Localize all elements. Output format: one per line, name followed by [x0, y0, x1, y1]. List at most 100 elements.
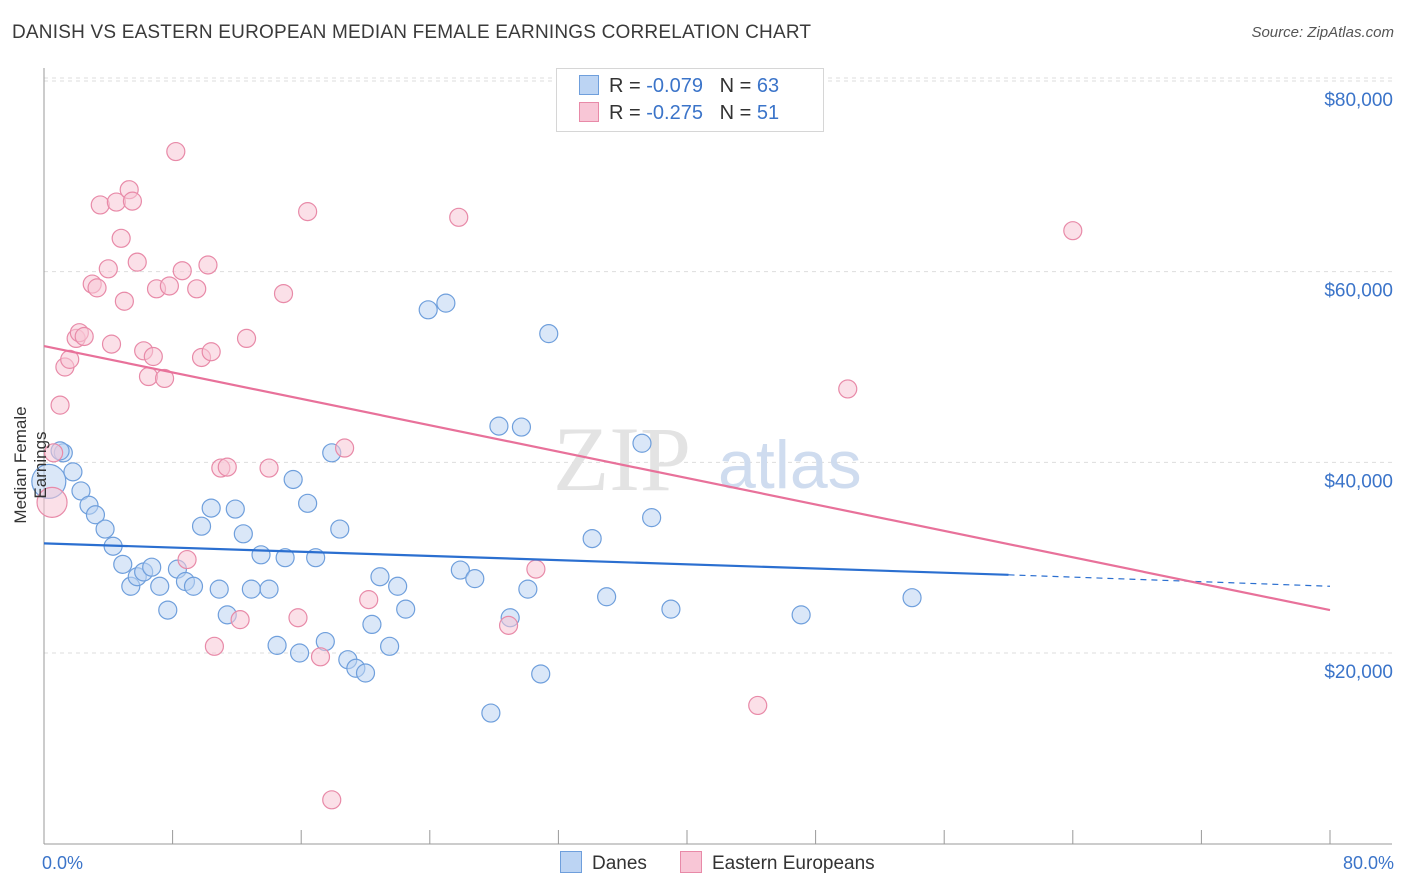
- eastern-point: [230, 610, 250, 630]
- eastern-swatch: [579, 102, 599, 122]
- eastern-point: [310, 647, 331, 667]
- y-tick-label-20000: $20,000: [1324, 662, 1393, 683]
- danes-point: [201, 498, 221, 518]
- legend-r-value-eastern: -0.275: [646, 102, 703, 124]
- legend-r-value-danes: -0.079: [646, 75, 703, 97]
- danes-point: [225, 499, 245, 519]
- danes-point: [209, 579, 229, 599]
- eastern-point: [122, 191, 143, 211]
- y-tick-label-40000: $40,000: [1324, 471, 1393, 492]
- correlation-legend: R = -0.079 N = 63 R = -0.275 N = 51: [556, 68, 824, 132]
- danes-point: [233, 524, 253, 544]
- danes-point: [380, 636, 400, 656]
- bottom-legend-eastern: Eastern Europeans: [680, 851, 875, 875]
- eastern-point: [198, 255, 218, 275]
- danes-point: [539, 324, 559, 344]
- eastern-point: [87, 278, 107, 298]
- danes-point: [283, 469, 303, 490]
- x-tick-label-max: 80.0%: [1342, 853, 1394, 873]
- eastern-point: [1063, 221, 1083, 241]
- danes-point: [63, 462, 83, 482]
- danes-point: [902, 588, 922, 608]
- danes-point: [251, 545, 271, 565]
- eastern-point: [838, 379, 858, 399]
- danes-point: [511, 417, 532, 437]
- eastern-point: [101, 334, 122, 354]
- eastern-point: [526, 559, 546, 579]
- danes-point: [289, 643, 310, 663]
- eastern-point: [449, 207, 469, 227]
- danes-point: [370, 567, 390, 587]
- eastern-point: [204, 636, 224, 656]
- eastern-point: [217, 457, 237, 477]
- y-axis-label: Median Female Earnings: [11, 406, 50, 524]
- eastern-point: [154, 368, 175, 389]
- eastern-trend-line: [43, 344, 1331, 612]
- danes-point: [150, 576, 170, 596]
- danes-point: [355, 663, 376, 683]
- eastern-point: [201, 342, 221, 362]
- danes-trend-extension: [1008, 574, 1331, 587]
- watermark: ZIP atlas: [553, 408, 862, 510]
- danes-point: [481, 703, 501, 723]
- danes-point: [275, 548, 295, 568]
- danes-point: [113, 554, 133, 574]
- y-tick-labels: $20,000 $40,000 $60,000 $80,000: [1324, 90, 1393, 683]
- x-tick-label-min: 0.0%: [42, 853, 84, 873]
- danes-point: [531, 664, 551, 684]
- bottom-eastern-label: Eastern Europeans: [712, 853, 875, 874]
- danes-point: [259, 579, 279, 599]
- eastern-point: [44, 443, 64, 463]
- danes-point: [71, 481, 91, 501]
- legend-n-value-eastern: 51: [756, 102, 780, 124]
- eastern-point: [98, 259, 118, 279]
- source-credit: Source: ZipAtlas.com: [1251, 24, 1394, 41]
- y-tick-label-60000: $60,000: [1324, 281, 1393, 302]
- eastern-point: [298, 202, 318, 222]
- eastern-point: [138, 366, 159, 387]
- legend-row-danes: R = -0.079 N = 63: [579, 75, 779, 101]
- eastern-point: [114, 291, 134, 311]
- danes-point: [85, 505, 106, 525]
- eastern-point: [90, 195, 110, 215]
- eastern-point: [288, 608, 308, 628]
- y-tick-label-80000: $80,000: [1324, 90, 1393, 111]
- bottom-danes-swatch: [560, 851, 582, 873]
- danes-point: [465, 569, 485, 589]
- grid-lines: [44, 77, 1392, 654]
- eastern-points: [36, 141, 1083, 810]
- eastern-point: [335, 438, 355, 458]
- legend-row-eastern: R = -0.275 N = 51: [579, 102, 779, 128]
- eastern-point: [187, 279, 207, 299]
- legend-r-label-danes: R =: [609, 75, 641, 97]
- danes-point: [418, 300, 438, 320]
- danes-point: [642, 508, 662, 528]
- danes-point: [396, 599, 416, 619]
- eastern-point: [236, 328, 257, 348]
- danes-point: [661, 599, 681, 619]
- danes-point: [191, 516, 212, 536]
- eastern-point: [74, 326, 94, 347]
- bottom-danes-label: Danes: [592, 853, 647, 874]
- danes-point: [632, 433, 652, 453]
- eastern-point: [498, 615, 519, 635]
- eastern-point: [359, 590, 379, 610]
- eastern-point: [159, 276, 179, 296]
- eastern-point: [177, 549, 197, 570]
- trend-lines: [43, 344, 1331, 612]
- danes-point: [597, 587, 617, 607]
- eastern-point: [322, 790, 342, 810]
- eastern-point: [273, 283, 294, 304]
- danes-trend-line: [43, 542, 1009, 576]
- danes-points: [31, 293, 922, 723]
- danes-point: [330, 519, 350, 539]
- eastern-point: [748, 695, 768, 716]
- eastern-point: [50, 395, 70, 415]
- danes-point: [362, 614, 382, 635]
- danes-swatch: [579, 75, 599, 95]
- eastern-point: [166, 141, 186, 162]
- eastern-point: [127, 252, 147, 272]
- danes-point: [142, 557, 162, 577]
- legend-n-label-danes: N =: [719, 75, 752, 97]
